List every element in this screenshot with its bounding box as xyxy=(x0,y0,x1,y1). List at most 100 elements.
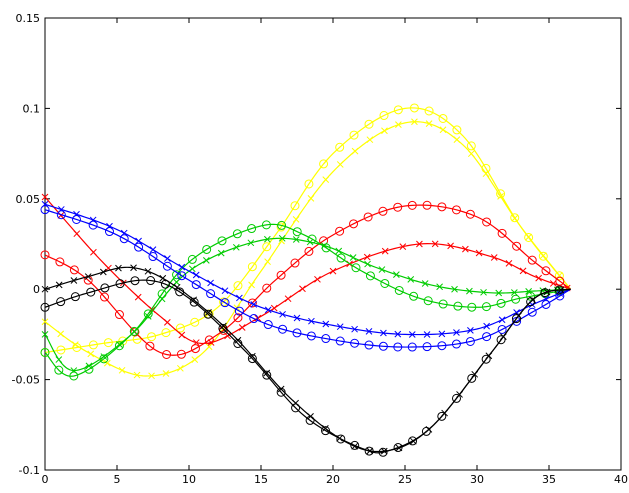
data-point xyxy=(336,434,343,442)
data-point xyxy=(247,239,255,247)
data-point xyxy=(147,332,157,342)
data-point xyxy=(70,292,80,302)
data-point xyxy=(55,257,65,267)
data-point xyxy=(163,319,171,326)
data-point xyxy=(278,324,288,334)
data-point xyxy=(69,371,79,381)
data-point xyxy=(55,281,63,289)
data-point xyxy=(462,245,469,253)
data-point xyxy=(292,328,302,338)
data-point xyxy=(319,159,329,169)
data-point xyxy=(106,222,113,230)
data-point xyxy=(431,240,439,248)
data-point xyxy=(351,442,359,450)
data-point xyxy=(55,356,63,363)
data-point xyxy=(278,234,286,242)
data-point xyxy=(498,316,506,324)
data-point xyxy=(100,353,108,360)
data-point xyxy=(190,344,200,354)
x-tick-label: 5 xyxy=(114,473,121,486)
data-point xyxy=(497,324,507,334)
data-point xyxy=(304,246,314,256)
data-point xyxy=(262,370,272,380)
data-point xyxy=(422,342,432,352)
data-point xyxy=(129,326,139,336)
data-point xyxy=(233,313,243,323)
data-point xyxy=(221,287,229,295)
data-point xyxy=(525,288,533,295)
data-point xyxy=(349,219,359,229)
data-point xyxy=(438,330,446,338)
data-point xyxy=(322,176,330,184)
data-point xyxy=(438,299,448,309)
data-point xyxy=(496,298,506,308)
data-point xyxy=(351,147,359,155)
data-point xyxy=(307,412,314,420)
data-point xyxy=(366,136,374,144)
data-point xyxy=(416,240,423,248)
data-point xyxy=(304,179,314,189)
data-point xyxy=(554,271,564,281)
series-line xyxy=(44,266,571,453)
data-point xyxy=(423,331,431,338)
data-point xyxy=(100,283,110,293)
data-point xyxy=(192,339,200,346)
data-point xyxy=(104,227,114,237)
series-line xyxy=(44,204,571,356)
data-point xyxy=(336,434,346,444)
data-point xyxy=(130,276,140,286)
data-point xyxy=(314,275,321,283)
x-tick-label: 10 xyxy=(182,473,196,486)
series-line xyxy=(44,223,571,377)
data-point xyxy=(525,233,532,241)
data-point xyxy=(276,270,286,280)
data-point xyxy=(177,271,187,281)
data-point xyxy=(555,291,565,301)
data-point xyxy=(365,327,373,335)
data-point xyxy=(73,210,80,218)
data-point xyxy=(202,244,212,254)
data-point xyxy=(118,336,128,346)
data-point xyxy=(130,327,140,337)
data-point xyxy=(162,349,172,359)
data-point xyxy=(378,206,388,216)
data-point xyxy=(219,297,229,307)
data-point xyxy=(393,271,400,279)
data-point xyxy=(40,250,50,260)
data-point xyxy=(411,118,418,126)
data-point xyxy=(527,255,537,265)
data-point xyxy=(191,356,199,363)
data-point xyxy=(84,273,92,280)
data-point xyxy=(380,329,387,337)
data-point xyxy=(526,291,536,301)
data-point xyxy=(350,440,360,450)
data-point xyxy=(292,236,300,243)
data-point xyxy=(437,341,447,351)
data-point xyxy=(393,443,403,453)
data-point xyxy=(438,113,448,123)
data-point xyxy=(88,220,98,230)
data-point xyxy=(557,286,565,294)
data-point xyxy=(41,331,49,338)
data-point xyxy=(485,352,493,360)
data-point xyxy=(321,426,331,436)
data-point xyxy=(162,261,172,271)
data-point xyxy=(100,292,110,302)
data-point xyxy=(145,341,155,351)
data-point xyxy=(336,323,344,331)
data-point xyxy=(248,281,255,289)
data-point xyxy=(366,447,374,455)
data-point xyxy=(277,220,287,230)
data-point xyxy=(540,288,550,298)
data-point xyxy=(451,205,461,215)
data-point xyxy=(306,331,316,341)
data-point xyxy=(177,364,184,372)
data-point xyxy=(205,309,212,316)
data-point xyxy=(205,343,213,351)
data-point xyxy=(263,235,271,243)
data-point xyxy=(262,283,272,293)
data-point xyxy=(115,264,122,272)
data-point xyxy=(73,230,81,238)
data-point xyxy=(422,200,432,210)
data-point xyxy=(207,279,214,287)
